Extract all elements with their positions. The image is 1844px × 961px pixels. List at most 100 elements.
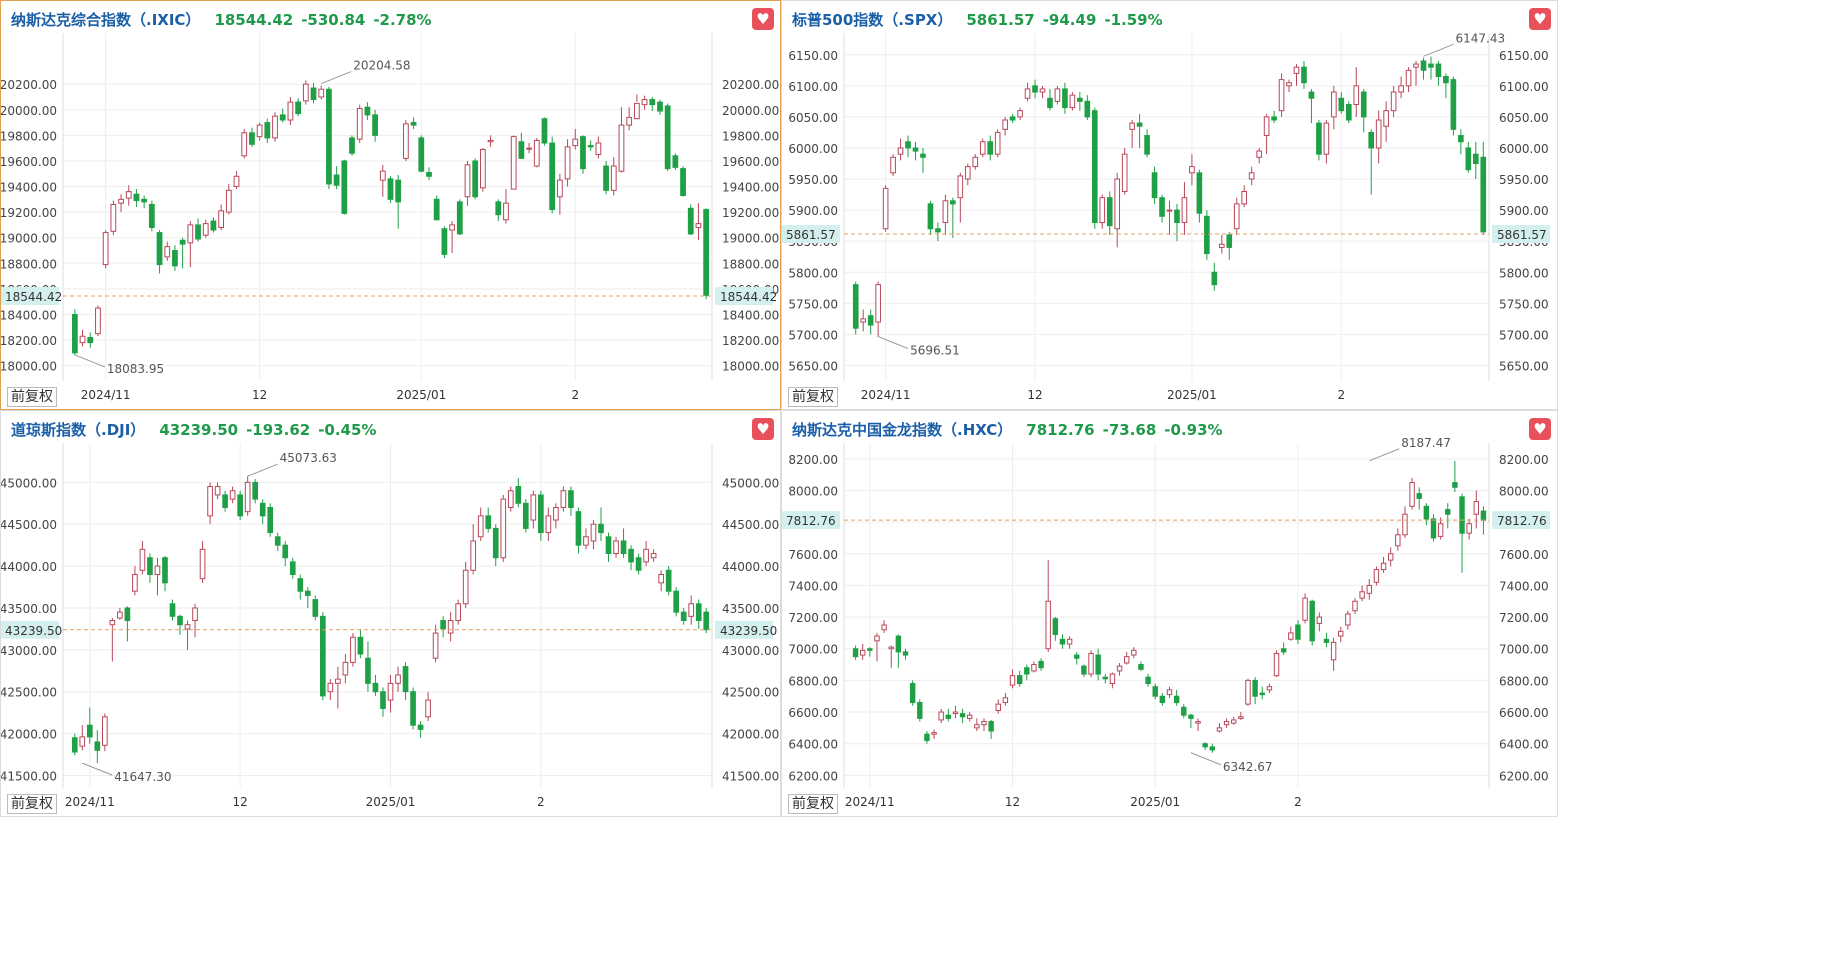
candle-body — [133, 193, 140, 202]
candle-body — [177, 615, 183, 626]
heart-icon[interactable]: ♥ — [1529, 418, 1551, 440]
index-pct: -1.59% — [1104, 11, 1163, 29]
y-tick-label-left: 5750.00 — [788, 297, 838, 311]
candle-body — [897, 147, 904, 155]
candle-body — [1054, 88, 1061, 102]
candle-body — [1345, 103, 1352, 121]
candle-body — [867, 648, 873, 651]
candle-body — [995, 703, 1001, 711]
candle-body — [1368, 131, 1375, 149]
candle-body — [1413, 63, 1419, 68]
index-last: 7812.76 — [1026, 421, 1095, 439]
candle-body — [1323, 638, 1330, 643]
candle-body — [1288, 632, 1294, 640]
candle-body — [117, 611, 123, 619]
candle-body — [1223, 721, 1230, 726]
candle-body — [945, 714, 952, 719]
y-tick-label-left: 19400.00 — [1, 181, 57, 195]
y-tick-label-left: 7000.00 — [788, 643, 838, 657]
candle-body — [650, 553, 657, 559]
candle-body — [952, 711, 959, 715]
index-pct: -0.45% — [318, 421, 377, 439]
candle-body — [1458, 135, 1464, 143]
candle-body — [287, 101, 294, 121]
x-tick-label: 2 — [1294, 795, 1302, 809]
candle-body — [87, 337, 94, 344]
candle-body — [1166, 209, 1173, 212]
candle-body — [237, 494, 243, 517]
candle-body — [1316, 616, 1323, 624]
candle-body — [333, 174, 340, 186]
last-price-tag-left: 18544.42 — [5, 290, 62, 304]
candle-body — [222, 494, 228, 508]
x-tick-label: 12 — [233, 795, 248, 809]
candle-body — [950, 200, 956, 205]
candle-body — [195, 224, 201, 240]
candle-body — [327, 682, 334, 693]
y-tick-label-right: 5750.00 — [1499, 297, 1549, 311]
adjust-button[interactable]: 前复权 — [788, 387, 838, 407]
index-name: 道琼斯指数（.DJI） — [11, 421, 146, 439]
candle-body — [495, 201, 502, 216]
candle-body — [912, 147, 919, 152]
y-tick-label-right: 45000.00 — [722, 476, 779, 490]
candle-body — [410, 691, 416, 726]
candle-body — [462, 569, 469, 605]
chart-panel-ixic[interactable]: 纳斯达克综合指数（.IXIC） 18544.42 -530.84 -2.78% ♥ 1… — [0, 0, 781, 410]
candle-body — [1059, 638, 1066, 645]
candle-body — [1302, 597, 1308, 621]
candle-body — [192, 607, 198, 622]
candle-body — [1375, 119, 1382, 149]
y-tick-label-left: 7600.00 — [788, 548, 838, 562]
candle-body — [658, 573, 664, 584]
candle-body — [867, 315, 874, 326]
candle-body — [964, 166, 971, 180]
candle-body — [1091, 110, 1098, 224]
candle-body — [441, 228, 448, 255]
chart-header: 纳斯达克中国金龙指数（.HXC） 7812.76 -73.68 -0.93% — [792, 419, 1231, 440]
candle-body — [590, 523, 597, 542]
candle-body — [1345, 613, 1351, 626]
candlestick-plot[interactable]: 6200.00 6200.00 6400.00 6400.00 6600.00 6600.… — [782, 411, 1559, 818]
candle-body — [1088, 652, 1094, 675]
heart-icon[interactable]: ♥ — [752, 8, 774, 30]
candle-body — [1387, 553, 1394, 561]
candle-body — [241, 132, 248, 157]
adjust-button[interactable]: 前复权 — [7, 794, 57, 814]
chart-panel-dji[interactable]: 道琼斯指数（.DJI） 43239.50 -193.62 -0.45% ♥ 41500… — [0, 410, 781, 817]
candle-body — [1081, 665, 1087, 675]
max-value-label: 6147.43 — [1456, 31, 1506, 45]
candlestick-plot[interactable]: 41500.00 41500.00 42000.00 42000.00 42500.00… — [1, 411, 782, 818]
candle-body — [264, 122, 271, 139]
candle-body — [365, 657, 371, 684]
candle-body — [1380, 562, 1387, 571]
candle-body — [199, 548, 206, 580]
heart-icon[interactable]: ♥ — [752, 418, 774, 440]
candle-body — [1095, 654, 1101, 675]
adjust-button[interactable]: 前复权 — [788, 794, 838, 814]
candle-body — [1430, 518, 1437, 539]
min-marker-line — [82, 762, 113, 776]
candlestick-plot[interactable]: 5650.00 5650.00 5700.00 5700.00 5750.00 5750.… — [782, 1, 1559, 411]
y-tick-label-right: 8200.00 — [1499, 453, 1549, 467]
y-tick-label-right: 5700.00 — [1499, 328, 1549, 342]
candle-body — [942, 200, 949, 224]
x-tick-label: 2024/11 — [81, 388, 131, 402]
candle-body — [1273, 652, 1280, 677]
chart-panel-hxc[interactable]: 纳斯达克中国金龙指数（.HXC） 7812.76 -73.68 -0.93% ♥ 62… — [781, 410, 1558, 817]
candle-body — [379, 170, 386, 181]
candle-body — [1443, 76, 1449, 84]
adjust-button[interactable]: 前复权 — [7, 387, 57, 407]
candlestick-plot[interactable]: 18000.00 18000.00 18200.00 18200.00 18400.00… — [1, 1, 782, 411]
candle-body — [304, 590, 311, 596]
candle-body — [1151, 172, 1158, 199]
chart-panel-spx[interactable]: 标普500指数（.SPX） 5861.57 -94.49 -1.59% ♥ 5650.… — [781, 0, 1558, 410]
y-tick-label-right: 41500.00 — [722, 769, 779, 783]
candle-body — [1452, 482, 1458, 488]
candle-body — [1099, 197, 1106, 224]
heart-icon[interactable]: ♥ — [1529, 8, 1551, 30]
candle-body — [583, 536, 589, 546]
candle-body — [549, 142, 556, 211]
candle-body — [1398, 85, 1404, 93]
candle-body — [673, 590, 680, 613]
